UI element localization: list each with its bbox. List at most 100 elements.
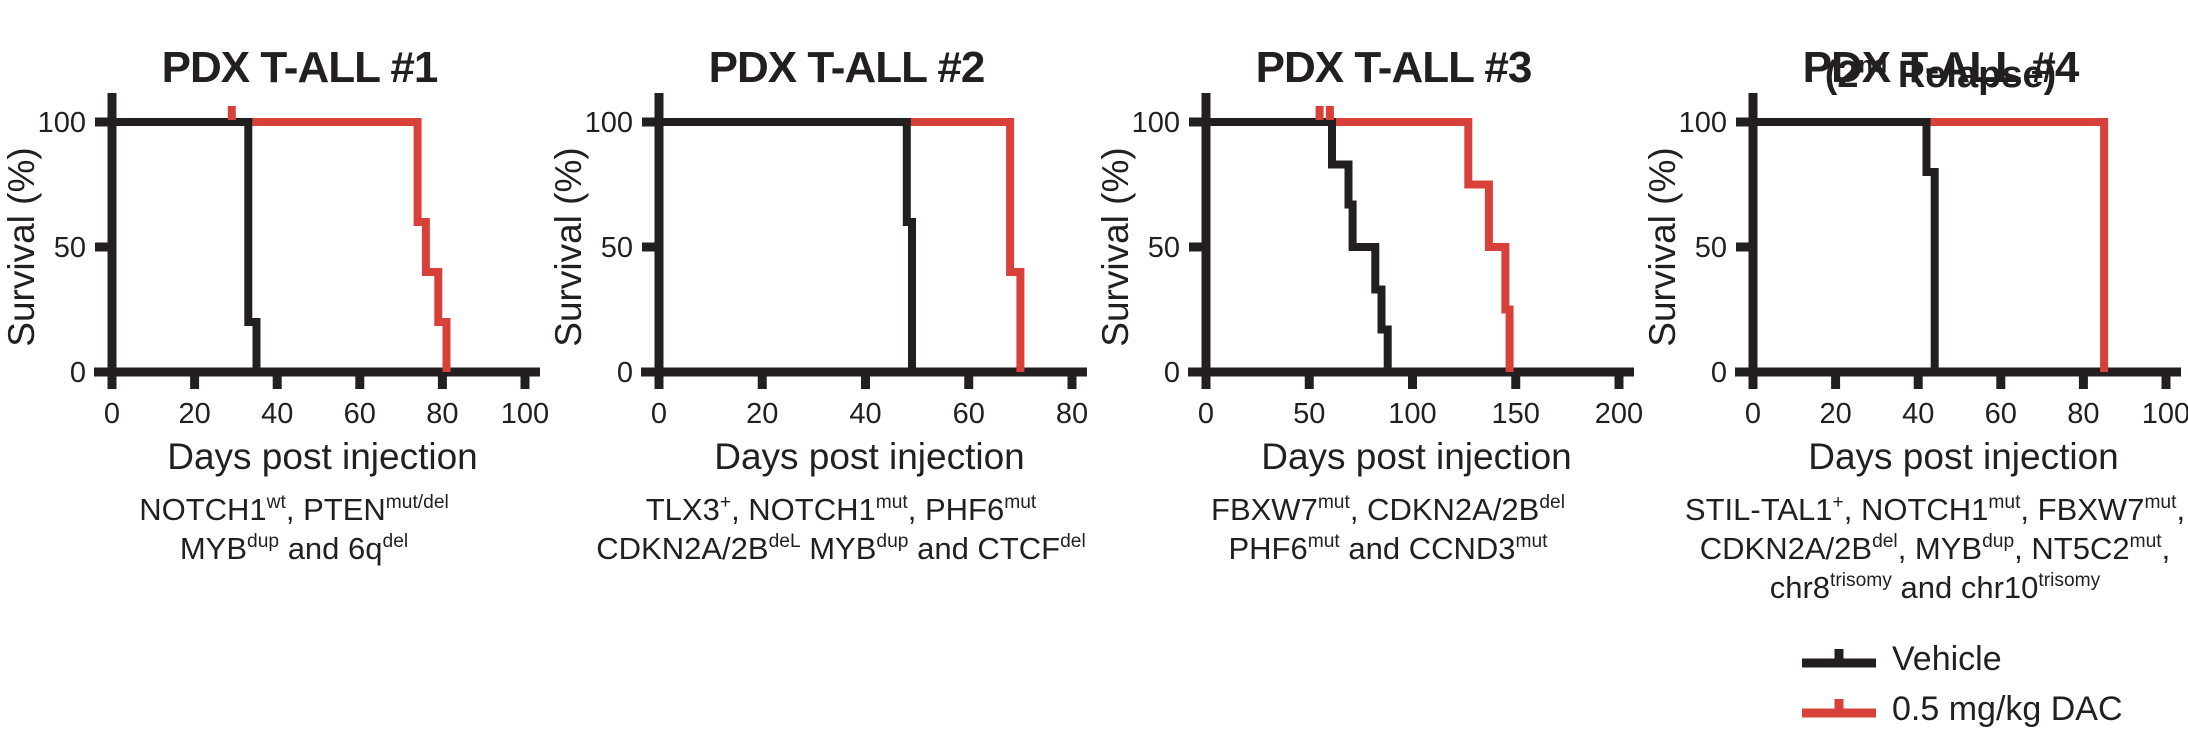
x-tick-label: 100 xyxy=(1388,398,1436,430)
superscript: nd xyxy=(1858,51,1888,78)
panel-title: PDX T-ALL #4 xyxy=(1802,42,2080,92)
superscript: mut xyxy=(1317,492,1350,514)
x-tick-label: 40 xyxy=(261,398,293,430)
y-tick-label: 50 xyxy=(601,232,633,264)
panel-pdx-tall-3: PDX T-ALL #3 0 50 100 150 200 0 50 100 Days post… xyxy=(1094,0,1643,640)
y-axis-label: Survival (%) xyxy=(1095,147,1136,346)
x-tick-label: 0 xyxy=(1198,398,1214,430)
survival-plot: 0 20 40 60 80 0 50 100 Days post injection Surviv… xyxy=(548,93,1088,477)
dac-line-icon xyxy=(1802,699,1876,718)
superscript: mut xyxy=(1515,531,1548,553)
x-tick-label: 0 xyxy=(104,398,120,430)
y-tick-label: 0 xyxy=(1711,357,1727,389)
x-tick-label: 200 xyxy=(1595,398,1643,430)
superscript: dup xyxy=(247,531,280,553)
survival-curve-dac xyxy=(659,118,1025,372)
legend-label: Vehicle xyxy=(1892,639,2002,678)
legend-row-vehicle: Vehicle xyxy=(1800,634,2123,684)
superscript: mut xyxy=(875,492,908,514)
x-axis-label: Days post injection xyxy=(167,436,478,477)
y-axis-label: Survival (%) xyxy=(1,147,42,346)
genotype-caption: NOTCH1wt, PTENmut/del MYBdup and 6qdel xyxy=(34,490,554,568)
y-tick-label: 50 xyxy=(1695,232,1727,264)
y-tick-label: 100 xyxy=(38,107,86,139)
superscript: trisomy xyxy=(2038,570,2101,592)
panel-pdx-tall-4: PDX T-ALL #4 (2nd Relapse) 0 20 40 60 80 100 0… xyxy=(1641,0,2188,640)
y-tick-label: 0 xyxy=(617,357,633,389)
superscript: del xyxy=(382,531,409,553)
panel-pdx-tall-2: PDX T-ALL #2 0 20 40 60 80 0 50 100 Days post in… xyxy=(547,0,1094,640)
x-tick-label: 20 xyxy=(1819,398,1851,430)
vehicle-line-icon xyxy=(1802,649,1876,668)
genotype-caption-line: NOTCH1wt, PTENmut/del xyxy=(139,492,449,527)
superscript: dup xyxy=(876,531,909,553)
x-tick-label: 100 xyxy=(2142,398,2188,430)
genotype-caption-line: FBXW7mut, CDKN2A/2Bdel xyxy=(1211,492,1565,527)
genotype-caption-line: CDKN2A/2BdeL MYBdup and CTCFdel xyxy=(596,531,1086,566)
superscript: mut xyxy=(2129,531,2162,553)
genotype-caption: TLX3+, NOTCH1mut, PHF6mut CDKN2A/2BdeL MY… xyxy=(581,490,1101,568)
y-tick-label: 50 xyxy=(54,232,86,264)
y-tick-label: 100 xyxy=(1679,107,1727,139)
x-tick-label: 60 xyxy=(1985,398,2017,430)
superscript: + xyxy=(1832,492,1844,514)
superscript: dup xyxy=(1982,531,2015,553)
x-tick-label: 80 xyxy=(2067,398,2099,430)
y-tick-label: 0 xyxy=(1164,357,1180,389)
y-tick-label: 0 xyxy=(70,357,86,389)
superscript: + xyxy=(719,492,732,514)
y-axis-label: Survival (%) xyxy=(548,147,589,346)
panel-pdx-tall-1: PDX T-ALL #1 0 20 40 60 80 100 0 50 100 Days post… xyxy=(0,0,549,640)
x-tick-label: 60 xyxy=(344,398,376,430)
superscript: del xyxy=(1872,531,1898,553)
x-tick-label: 50 xyxy=(1293,398,1325,430)
superscript: wt xyxy=(266,492,286,514)
legend-label: 0.5 mg/kg DAC xyxy=(1892,689,2123,728)
legend: Vehicle 0.5 mg/kg DAC xyxy=(1800,634,2123,734)
x-tick-label: 0 xyxy=(651,398,667,430)
x-axis-label: Days post injection xyxy=(1261,436,1572,477)
x-tick-label: 150 xyxy=(1492,398,1540,430)
y-tick-label: 100 xyxy=(585,107,633,139)
genotype-caption-line: STIL-TAL1+, NOTCH1mut, FBXW7mut, xyxy=(1684,492,2186,527)
survival-plot: 0 20 40 60 80 100 0 50 100 Days post injection Sur… xyxy=(1642,93,2188,477)
x-tick-label: 80 xyxy=(426,398,458,430)
legend-row-dac: 0.5 mg/kg DAC xyxy=(1800,684,2123,734)
superscript: del xyxy=(1060,531,1086,553)
x-tick-label: 60 xyxy=(953,398,985,430)
superscript: del xyxy=(1539,492,1565,514)
panel-title: PDX T-ALL #2 xyxy=(708,42,986,92)
x-tick-label: 40 xyxy=(849,398,881,430)
panel-title: PDX T-ALL #3 xyxy=(1255,42,1533,92)
survival-plot: 0 50 100 150 200 0 50 100 Days post injection Sur… xyxy=(1095,93,1643,477)
survival-curve-dac xyxy=(1206,118,1514,372)
genotype-caption: STIL-TAL1+, NOTCH1mut, FBXW7mut, CDKN2A/2… xyxy=(1675,490,2188,607)
y-axis-label: Survival (%) xyxy=(1642,147,1683,346)
y-tick-label: 100 xyxy=(1132,107,1180,139)
superscript: trisomy xyxy=(1830,570,1892,592)
survival-curve-vehicle xyxy=(112,118,261,372)
x-tick-label: 20 xyxy=(178,398,210,430)
survival-curve-vehicle xyxy=(1206,118,1392,372)
y-tick-label: 50 xyxy=(1148,232,1180,264)
x-tick-label: 20 xyxy=(746,398,778,430)
genotype-caption-line: TLX3+, NOTCH1mut, PHF6mut xyxy=(645,492,1037,527)
survival-curve-vehicle xyxy=(1753,118,1939,372)
survival-curve-vehicle xyxy=(659,118,916,372)
survival-plot: 0 20 40 60 80 100 0 50 100 Days post injection Sur… xyxy=(1,93,549,477)
superscript: mut xyxy=(2144,492,2177,514)
superscript: deL xyxy=(768,531,801,553)
x-axis-label: Days post injection xyxy=(714,436,1025,477)
superscript: mut/del xyxy=(385,492,449,514)
x-tick-label: 0 xyxy=(1745,398,1761,430)
survival-curve-dac xyxy=(112,118,451,372)
x-tick-label: 100 xyxy=(501,398,549,430)
genotype-caption-line: MYBdup and 6qdel xyxy=(179,531,409,566)
x-tick-label: 40 xyxy=(1902,398,1934,430)
superscript: mut xyxy=(1307,531,1340,553)
x-tick-label: 80 xyxy=(1056,398,1088,430)
genotype-caption-line: PHF6mut and CCND3mut xyxy=(1228,531,1548,566)
genotype-caption-line: CDKN2A/2Bdel, MYBdup, NT5C2mut, xyxy=(1699,531,2171,566)
superscript: mut xyxy=(1988,492,2021,514)
